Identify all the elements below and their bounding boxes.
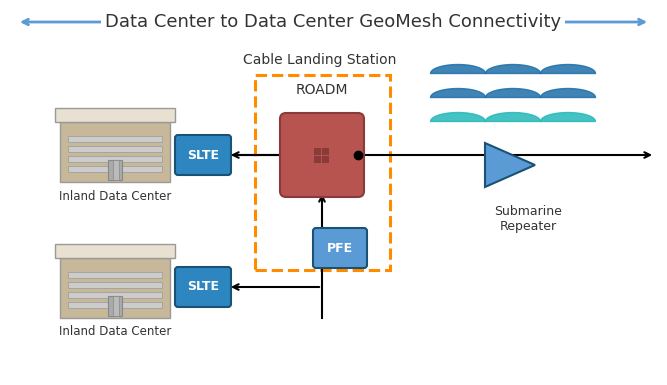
- Bar: [108, 160, 122, 180]
- Bar: [68, 146, 162, 152]
- Bar: [55, 107, 175, 122]
- Bar: [68, 302, 162, 308]
- Bar: [255, 75, 390, 270]
- FancyBboxPatch shape: [313, 228, 367, 268]
- Bar: [68, 156, 162, 162]
- Bar: [68, 282, 162, 288]
- Bar: [60, 122, 170, 182]
- Bar: [68, 166, 162, 172]
- Text: SLTE: SLTE: [187, 281, 219, 293]
- Text: Cable Landing Station: Cable Landing Station: [243, 53, 397, 67]
- Text: ROADM: ROADM: [295, 83, 348, 97]
- Bar: [55, 244, 175, 258]
- Text: SLTE: SLTE: [187, 149, 219, 161]
- Bar: [68, 292, 162, 298]
- Bar: [68, 136, 162, 142]
- Text: Inland Data Center: Inland Data Center: [59, 190, 171, 203]
- Bar: [68, 272, 162, 278]
- FancyBboxPatch shape: [280, 113, 364, 197]
- Bar: [323, 156, 329, 162]
- Text: Submarine
Repeater: Submarine Repeater: [494, 205, 562, 233]
- Bar: [315, 147, 321, 154]
- FancyBboxPatch shape: [175, 267, 231, 307]
- Bar: [323, 147, 329, 154]
- Text: PFE: PFE: [327, 241, 353, 254]
- Bar: [113, 160, 119, 180]
- Text: Data Center to Data Center GeoMesh Connectivity: Data Center to Data Center GeoMesh Conne…: [105, 13, 561, 31]
- Bar: [60, 258, 170, 318]
- Bar: [113, 296, 119, 316]
- Bar: [108, 296, 122, 316]
- Text: Inland Data Center: Inland Data Center: [59, 325, 171, 338]
- FancyBboxPatch shape: [175, 135, 231, 175]
- Bar: [315, 156, 321, 162]
- Polygon shape: [485, 143, 535, 187]
